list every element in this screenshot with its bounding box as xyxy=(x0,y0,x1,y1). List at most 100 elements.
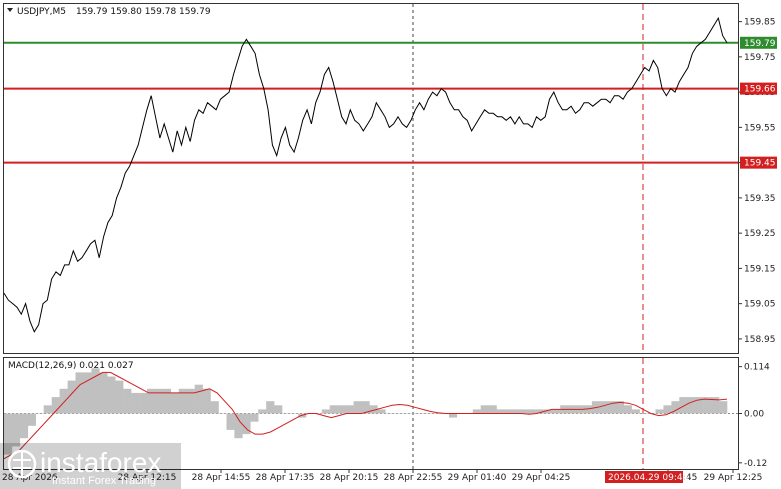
y-tick-label: 159.75 xyxy=(744,53,776,63)
x-tick-label: 29 Apr 12:25 xyxy=(704,473,763,483)
macd-histogram-bar xyxy=(266,401,275,414)
macd-histogram-bar xyxy=(139,392,148,414)
macd-y-tick-label: 0.114 xyxy=(744,363,770,373)
macd-histogram-bar xyxy=(671,401,680,414)
macd-histogram-bar xyxy=(329,405,338,414)
macd-histogram-bar xyxy=(528,409,537,414)
instaforex-logo-icon xyxy=(7,449,37,479)
macd-histogram-bar xyxy=(115,380,124,414)
macd-histogram-bar xyxy=(353,401,362,414)
macd-histogram-bar xyxy=(655,409,664,414)
macd-y-tick-label: 0.00 xyxy=(744,410,764,420)
macd-histogram-bar xyxy=(703,397,712,414)
macd-histogram-bar xyxy=(242,413,251,435)
symbol-dropdown-icon[interactable] xyxy=(7,8,13,12)
x-tick-label: 28 Apr 22:55 xyxy=(384,473,443,483)
macd-histogram-bar xyxy=(472,409,481,414)
instaforex-watermark: instaforex Instant Forex Trading xyxy=(0,443,181,489)
macd-histogram-bar xyxy=(35,413,44,414)
macd-label: MACD(12,26,9) 0.021 0.027 xyxy=(8,361,134,371)
macd-histogram-bar xyxy=(520,409,529,414)
macd-histogram-bar xyxy=(711,397,720,414)
macd-histogram-bar xyxy=(91,368,100,414)
level-tag-bg xyxy=(740,36,777,49)
y-tick-label: 159.55 xyxy=(744,123,776,133)
macd-histogram-bar xyxy=(345,405,354,414)
macd-y-tick-label: -0.12 xyxy=(744,459,767,469)
macd-histogram-bar xyxy=(170,392,179,414)
symbol-label[interactable]: USDJPY,M5 xyxy=(17,7,66,17)
watermark-tagline: Instant Forex Trading xyxy=(52,475,156,487)
macd-histogram-bar xyxy=(11,413,21,447)
macd-histogram-bar xyxy=(512,409,521,414)
macd-histogram-bar xyxy=(99,372,108,414)
price-panel-frame xyxy=(3,3,739,354)
macd-histogram-bar xyxy=(218,413,227,414)
price-line xyxy=(3,16,728,333)
macd-histogram-bar xyxy=(615,401,624,414)
macd-histogram-bar xyxy=(194,384,203,414)
macd-histogram-bar xyxy=(639,413,648,414)
macd-histogram-bar xyxy=(186,388,195,414)
macd-histogram-bar xyxy=(226,413,235,430)
y-tick-label: 159.15 xyxy=(744,264,776,274)
macd-histogram-bar xyxy=(623,405,632,414)
x-tick-label: 28 Apr 14:55 xyxy=(192,473,251,483)
macd-histogram-bar xyxy=(75,372,84,414)
macd-histogram-bar xyxy=(234,413,243,439)
level-tag-bg xyxy=(740,156,777,169)
macd-histogram-bar xyxy=(679,397,688,414)
macd-histogram-bar xyxy=(607,401,616,414)
y-tick-label: 159.05 xyxy=(744,300,776,310)
macd-histogram-bar xyxy=(631,409,640,414)
macd-histogram-bar xyxy=(417,413,426,414)
level-tag-label: 159.66 xyxy=(744,85,776,95)
macd-histogram-bar xyxy=(83,372,92,414)
cursor-time-tag-bg xyxy=(605,471,683,483)
macd-histogram-bar xyxy=(27,413,36,426)
y-tick-label: 158.95 xyxy=(744,335,776,345)
macd-histogram-bar xyxy=(178,388,187,414)
macd-histogram-bar xyxy=(448,413,458,418)
cursor-time-tag: 2026.04.29 09:45 xyxy=(608,473,688,483)
x-tick-label: 29 Apr 04:25 xyxy=(512,473,571,483)
macd-histogram-bar xyxy=(43,405,52,414)
macd-histogram-bar xyxy=(51,397,60,414)
macd-histogram-bar xyxy=(599,401,609,414)
macd-signal-line xyxy=(3,371,728,460)
y-tick-label: 159.85 xyxy=(744,18,776,28)
watermark-brand: instaforex xyxy=(40,447,161,478)
macd-histogram-bar xyxy=(282,413,291,414)
macd-histogram-bar xyxy=(425,413,434,414)
macd-histogram-bar xyxy=(321,409,330,414)
macd-histogram-bar xyxy=(719,401,728,414)
macd-histogram-bar xyxy=(250,413,259,422)
macd-histogram-bar xyxy=(433,413,442,414)
ohlc-readout: 159.79 159.80 159.78 159.79 xyxy=(76,7,211,17)
macd-histogram-bar xyxy=(409,413,418,414)
macd-histogram-bar xyxy=(385,413,394,414)
x-tick-label: 28 Apr 20:15 xyxy=(320,473,379,483)
level-tag-bg xyxy=(740,82,777,95)
macd-histogram-bar xyxy=(393,413,402,414)
macd-histogram-bar xyxy=(258,409,267,414)
macd-histogram-bar xyxy=(504,409,513,414)
macd-histogram-bar xyxy=(361,401,370,414)
x-tick-label: 28 Apr 17:35 xyxy=(256,473,315,483)
macd-histogram-bar xyxy=(401,413,410,414)
macd-histogram-bar xyxy=(67,380,76,414)
macd-histogram-bar xyxy=(544,409,553,414)
macd-histogram-bar xyxy=(369,405,378,414)
macd-histogram-bar xyxy=(131,392,140,414)
x-tick-label-first: 28 Apr 2026 xyxy=(2,473,58,483)
macd-histogram-bar xyxy=(123,388,132,414)
y-tick-label: 159.35 xyxy=(744,194,776,204)
macd-histogram-bar xyxy=(290,413,299,414)
macd-histogram-bar xyxy=(274,405,283,414)
level-tag-label: 159.79 xyxy=(744,39,776,49)
macd-histogram-bar xyxy=(663,405,672,414)
macd-histogram-bar xyxy=(155,388,164,414)
macd-histogram-bar xyxy=(147,388,156,414)
macd-histogram-bar xyxy=(488,405,497,414)
